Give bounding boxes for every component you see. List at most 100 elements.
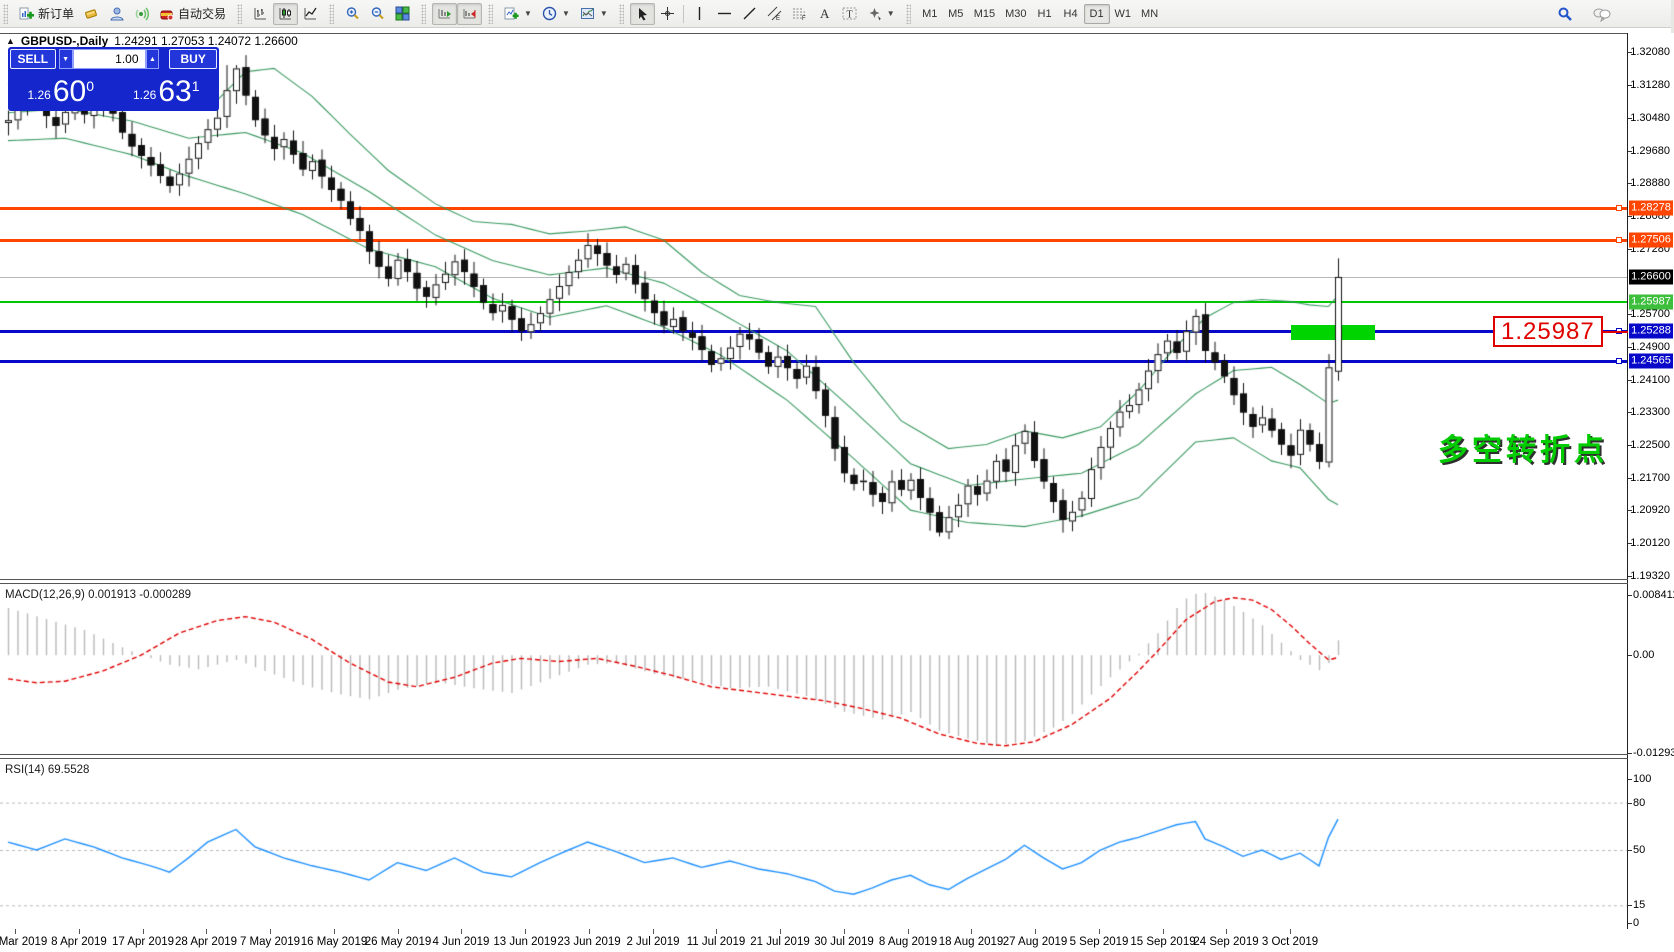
date-label: 7 May 2019 [239, 936, 301, 948]
cursor-icon [635, 6, 650, 21]
trendline-icon [742, 6, 757, 21]
profile-button[interactable] [104, 3, 129, 25]
macd-label: MACD(12,26,9) 0.001913 -0.000289 [5, 589, 192, 601]
price-tick-label: 1.25700 [1630, 307, 1670, 320]
svg-text:T: T [846, 10, 852, 21]
new-chart-button[interactable]: ▼ [499, 3, 537, 25]
buy-button[interactable]: BUY [169, 49, 217, 69]
pivot-annotation-text[interactable]: 多空转折点 [1438, 434, 1608, 467]
new-order-button[interactable]: 新订单 [14, 3, 79, 25]
date-label: 27 Aug 2019 [1002, 936, 1068, 948]
zoom-in-button[interactable] [340, 3, 365, 25]
date-tick [334, 929, 335, 934]
fibonacci-button[interactable]: F [787, 3, 812, 25]
timeframe-mn-button[interactable]: MN [1141, 7, 1159, 20]
tile-windows-button[interactable] [390, 3, 415, 25]
cursor-button[interactable] [629, 2, 655, 25]
date-label: 8 Apr 2019 [51, 936, 107, 948]
sell-price-display: 1.26 60 0 [10, 71, 112, 109]
timeframe-d1-button[interactable]: D1 [1083, 3, 1110, 24]
auto-scroll-button[interactable] [432, 2, 458, 25]
timeframe-h4-button[interactable]: H4 [1063, 7, 1078, 20]
bar-chart-icon [253, 6, 268, 21]
axis-tick [1628, 779, 1632, 780]
search-icon[interactable] [1552, 3, 1578, 25]
period-clock-button[interactable]: ▼ [537, 3, 575, 25]
template-chart-button[interactable]: ▼ [575, 3, 613, 25]
collapse-one-click-icon[interactable]: ▲ [6, 36, 15, 46]
signal-icon [134, 6, 150, 21]
chart-shift-icon [462, 6, 477, 21]
date-label: 17 Apr 2019 [111, 936, 175, 948]
date-label: 29 Mar 2019 [0, 936, 48, 948]
crosshair-button[interactable] [655, 3, 680, 25]
axis-tick [1628, 575, 1632, 577]
date-tick [716, 929, 717, 934]
timeframe-m30-button[interactable]: M30 [1005, 7, 1027, 20]
date-tick [206, 929, 207, 934]
text-label-button[interactable]: T [837, 3, 862, 25]
chevron-down-icon: ▼ [524, 9, 532, 18]
volume-increase-button[interactable]: ▲ [145, 49, 160, 69]
toolbar-grip [905, 3, 911, 24]
date-tick [270, 929, 271, 934]
volume-decrease-button[interactable]: ▼ [58, 49, 73, 69]
channel-button[interactable]: E [762, 3, 787, 25]
vline-icon [692, 6, 707, 21]
timeframe-m5-button[interactable]: M5 [948, 7, 964, 20]
price-badge: 1.24565 [1629, 353, 1673, 368]
axis-tick [1628, 445, 1632, 447]
date-label: 11 Jul 2019 [686, 936, 746, 948]
candle-chart-button[interactable] [273, 2, 299, 25]
timeframe-w1-button[interactable]: W1 [1114, 7, 1132, 20]
date-tick [398, 929, 399, 934]
rsi-tick-label: 100 [1633, 773, 1652, 785]
price-callout-label[interactable]: 1.25987 [1493, 316, 1603, 347]
date-tick [1035, 929, 1036, 934]
auto-scroll-icon [437, 6, 452, 21]
price-tick-label: 1.29680 [1630, 144, 1670, 157]
hline-button[interactable] [712, 3, 737, 25]
chart-ohlc-values: 1.24291 1.27053 1.24072 1.26600 [114, 34, 298, 48]
date-tick [15, 929, 16, 934]
date-label: 28 Apr 2019 [174, 936, 238, 948]
text-button[interactable]: A [812, 3, 837, 25]
timeframe-m15-button[interactable]: M15 [973, 7, 996, 20]
arrows-tool-icon [867, 6, 882, 21]
toolbar-grip [488, 3, 494, 24]
chart-canvas[interactable] [0, 29, 1674, 952]
rsi-tick-label: 50 [1633, 844, 1646, 856]
toolbar-button-label: 自动交易 [178, 7, 227, 21]
chart-title-bar: ▲ GBPUSD-,Daily 1.24291 1.27053 1.24072 … [6, 34, 298, 48]
gold-block-button[interactable] [79, 3, 104, 25]
date-label: 3 Oct 2019 [1261, 936, 1319, 948]
zoom-out-button[interactable] [365, 3, 390, 25]
chart-shift-button[interactable] [457, 2, 483, 25]
price-axis[interactable]: 1.32080 1.31280 1.30480 1.29680 1.28880 … [1628, 33, 1674, 952]
price-tick-label: 1.32080 [1630, 45, 1670, 58]
timeframe-m1-button[interactable]: M1 [922, 7, 938, 20]
signal-button[interactable] [129, 3, 154, 25]
date-label: 24 Sep 2019 [1193, 936, 1259, 948]
arrows-tool-button[interactable]: ▼ [862, 3, 900, 25]
date-label: 15 Sep 2019 [1130, 936, 1196, 948]
autotrade-button[interactable]: 自动交易 [154, 3, 231, 25]
price-tick-label: 1.20120 [1630, 536, 1670, 549]
trendline-button[interactable] [737, 3, 762, 25]
date-tick [844, 929, 845, 934]
sell-button[interactable]: SELL [10, 49, 56, 69]
line-chart-button[interactable] [298, 3, 323, 25]
chat-icon[interactable] [1588, 3, 1616, 25]
candle-chart-icon [278, 6, 293, 21]
timeframe-h1-button[interactable]: H1 [1037, 7, 1052, 20]
date-axis[interactable]: 29 Mar 2019 8 Apr 2019 17 Apr 2019 28 Ap… [0, 929, 1674, 952]
toolbar-grip [618, 3, 624, 24]
volume-input[interactable] [72, 49, 146, 69]
bar-chart-button[interactable] [248, 3, 273, 25]
vline-button[interactable] [687, 3, 712, 25]
macd-tick-label: 0.00 [1633, 649, 1655, 662]
period-clock-icon [542, 6, 557, 21]
axis-tick [1628, 249, 1632, 251]
axis-tick [1628, 478, 1632, 480]
text-icon: A [817, 6, 832, 21]
